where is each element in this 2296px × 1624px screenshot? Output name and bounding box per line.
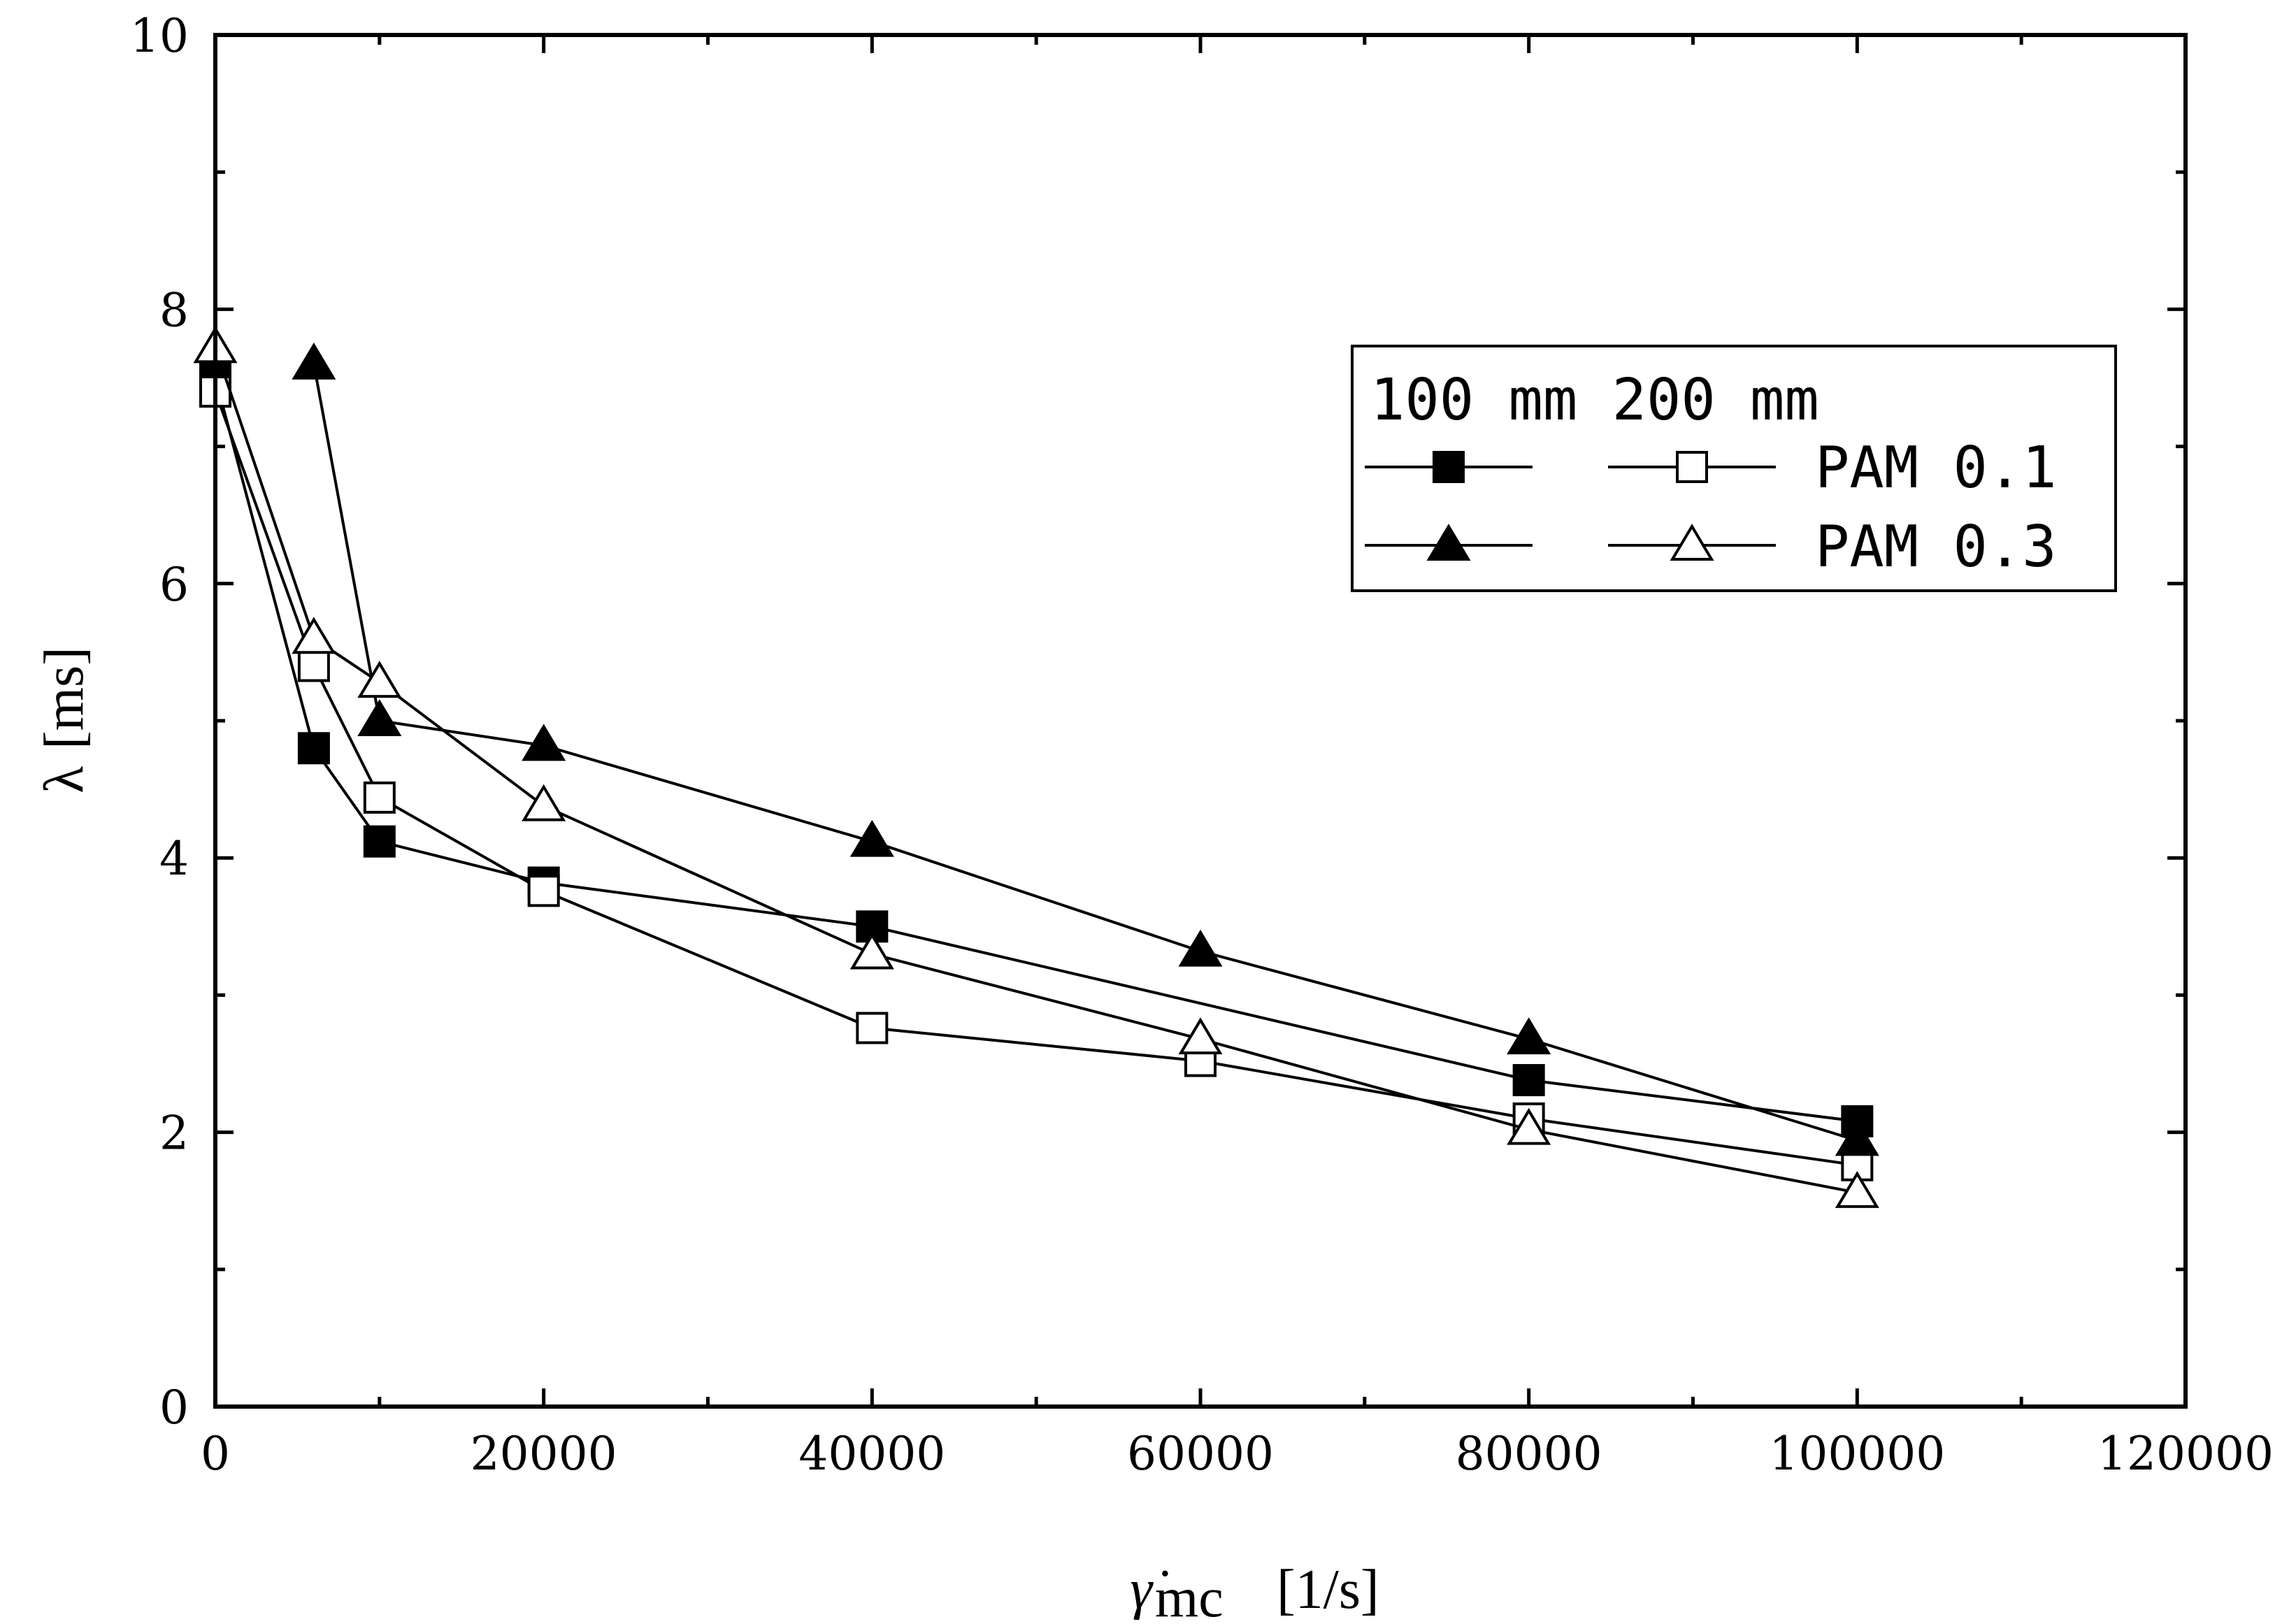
data-point: [363, 825, 396, 858]
data-point: [297, 649, 330, 682]
y-tick-label: 8: [159, 283, 189, 337]
data-point: [527, 875, 560, 907]
series-s3: [292, 342, 1879, 1156]
y-axis-unit: [ms]: [34, 647, 95, 749]
data-point: [1178, 1017, 1223, 1055]
legend-label-pam-0-1: PAM 0.1: [1815, 435, 2057, 501]
x-tick-label: 60000: [1127, 1427, 1274, 1481]
legend-marker: [1433, 451, 1465, 483]
x-tick-label: 100000: [1769, 1427, 1945, 1481]
data-point: [1835, 1119, 1879, 1156]
legend-label-pam-0-3: PAM 0.3: [1815, 514, 2057, 580]
axis-ticks: 0 20000 40000 60000 80000 100000 120000 0 2 4 6 8 10: [130, 9, 2274, 1481]
x-axis-unit: [1/s]: [1277, 1559, 1379, 1621]
data-point: [297, 732, 330, 765]
data-point: [1507, 1107, 1551, 1145]
y-tick-label: 4: [159, 832, 189, 886]
y-tick-label: 0: [159, 1381, 189, 1435]
legend-marker: [1426, 524, 1471, 561]
data-point: [357, 661, 402, 698]
data-point: [363, 781, 396, 814]
legend-rows: [1365, 451, 1776, 561]
data-point: [522, 784, 566, 821]
data-point: [1512, 1064, 1545, 1097]
data-point: [292, 342, 336, 380]
data-point: [849, 932, 894, 970]
data-point: [1178, 929, 1223, 967]
series-s4: [193, 326, 1879, 1208]
data-point: [292, 617, 336, 654]
y-axis-title: λ [ms]: [34, 647, 95, 793]
x-tick-label: 20000: [471, 1427, 617, 1481]
legend-header: 100 mm 200 mm: [1370, 367, 1819, 433]
data-point: [357, 699, 402, 736]
y-tick-label: 2: [159, 1107, 189, 1160]
data-point: [849, 819, 894, 857]
x-axis-title: γ̇ mc [1/s]: [1130, 1559, 1379, 1624]
legend-marker: [1676, 451, 1708, 483]
y-axis-symbol: λ: [34, 766, 95, 793]
y-tick-label: 6: [159, 558, 189, 612]
x-axis-subscript: mc: [1155, 1567, 1224, 1624]
series-line: [214, 391, 1858, 1167]
data-point: [522, 724, 566, 761]
data-point: [856, 1012, 889, 1044]
x-tick-label: 80000: [1456, 1427, 1602, 1481]
legend-marker: [1670, 524, 1714, 561]
y-tick-label: 10: [130, 9, 189, 63]
x-tick-label: 0: [201, 1427, 230, 1481]
legend: 100 mm 200 mm PAM 0.1 PAM 0.3: [1351, 345, 2117, 592]
data-point: [1507, 1017, 1551, 1055]
data-point: [1835, 1171, 1879, 1208]
x-tick-label: 40000: [798, 1427, 945, 1481]
y-axis-label: λ [ms]: [34, 647, 95, 793]
plot-frame: [213, 33, 2188, 1409]
x-tick-label: 120000: [2097, 1427, 2274, 1481]
